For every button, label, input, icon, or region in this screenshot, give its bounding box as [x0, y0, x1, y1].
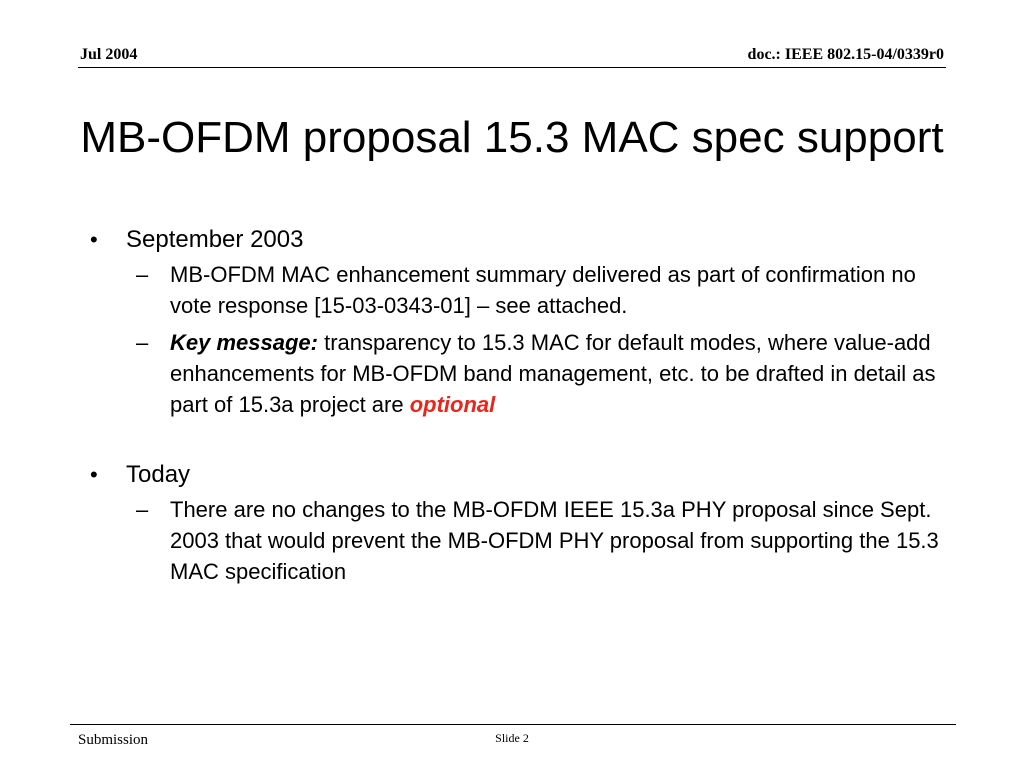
dash-icon: –: [136, 497, 149, 522]
bullet-text: Today: [126, 461, 191, 488]
sub-bullet-item: – Key message: transparency to 15.3 MAC …: [82, 327, 962, 420]
dash-icon: –: [136, 330, 149, 355]
optional-highlight: optional: [409, 392, 496, 417]
header-date: Jul 2004: [80, 46, 138, 63]
bullet-dot-icon: •: [90, 462, 98, 487]
bullet-list: • September 2003 – MB-OFDM MAC enhanceme…: [82, 224, 962, 587]
sub-bullet-text: MB-OFDM MAC enhancement summary delivere…: [170, 262, 916, 318]
footer-divider: [70, 724, 956, 725]
slide-title: MB-OFDM proposal 15.3 MAC spec support: [80, 113, 944, 162]
sub-bullet-text: transparency to 15.3 MAC for default mod…: [170, 330, 936, 417]
key-message-label: Key message:: [170, 330, 318, 355]
bullet-text: September 2003: [126, 226, 304, 253]
sub-bullet-item: – MB-OFDM MAC enhancement summary delive…: [82, 259, 962, 321]
sub-bullet-item: – There are no changes to the MB-OFDM IE…: [82, 494, 962, 587]
slide-number: Slide 2: [495, 731, 529, 745]
header-doc-id: doc.: IEEE 802.15-04/0339r0: [747, 46, 944, 63]
bullet-item: • Today: [82, 459, 962, 491]
header-divider: [78, 67, 946, 68]
bullet-item: • September 2003: [82, 224, 962, 256]
bullet-dot-icon: •: [90, 227, 98, 252]
sub-bullet-text: There are no changes to the MB-OFDM IEEE…: [170, 497, 939, 584]
footer-submission: Submission: [78, 732, 149, 748]
dash-icon: –: [136, 262, 149, 287]
spacer: [82, 420, 962, 459]
